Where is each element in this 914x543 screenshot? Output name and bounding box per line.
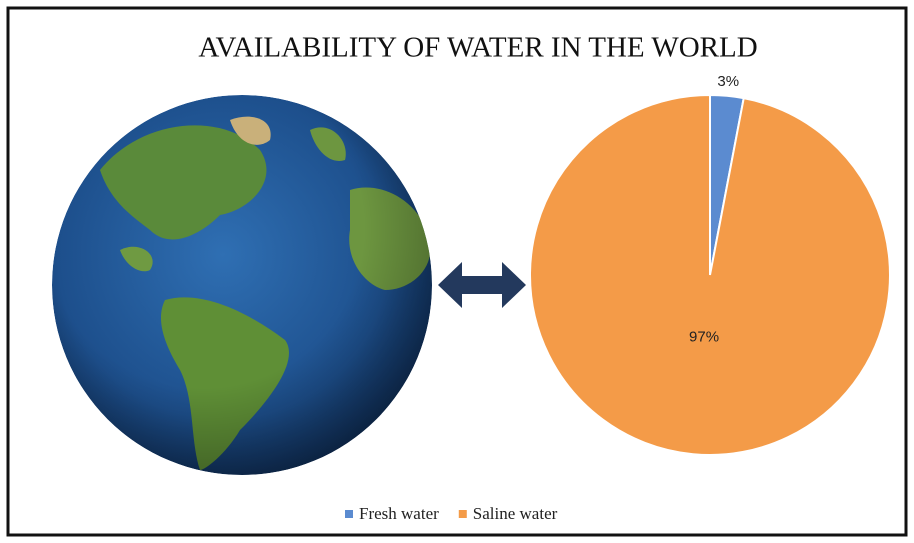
chart-title: AVAILABILITY OF WATER IN THE WORLD	[198, 32, 757, 64]
legend-label: Saline water	[473, 504, 558, 523]
legend-swatch	[345, 510, 353, 518]
globe	[52, 95, 432, 475]
data-label: 97%	[689, 329, 719, 346]
legend-swatch	[458, 510, 467, 518]
pie: 3% 97%	[529, 73, 891, 456]
legend-label: Fresh water	[359, 504, 439, 523]
data-label: 3%	[717, 73, 739, 90]
double-arrow	[438, 262, 526, 308]
pie-slice	[529, 93, 891, 456]
legend: Fresh water Saline water	[345, 504, 558, 523]
